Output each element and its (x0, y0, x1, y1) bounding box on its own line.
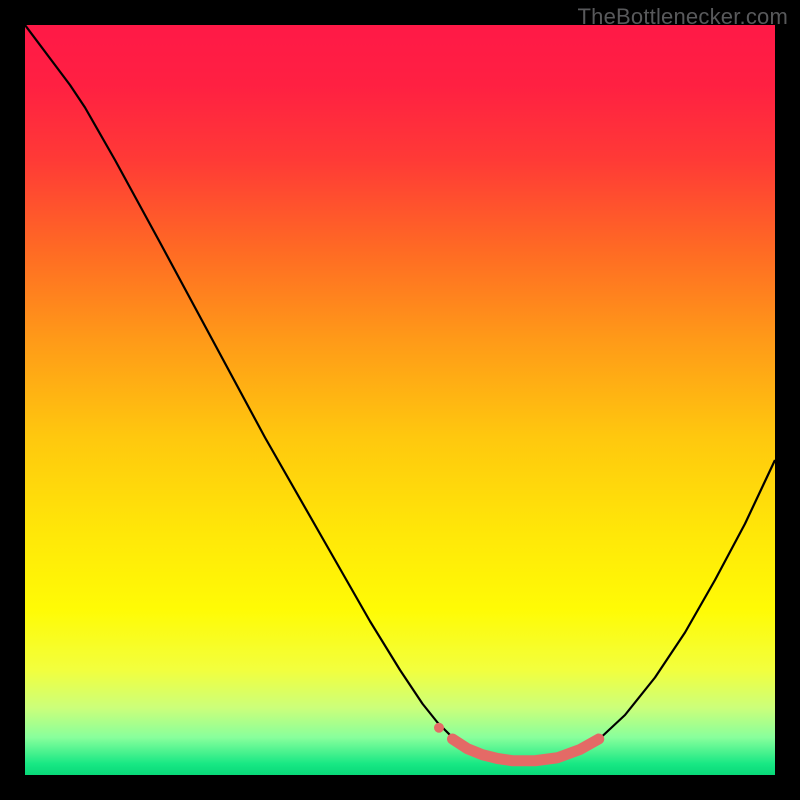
chart-frame: TheBottlenecker.com (0, 0, 800, 800)
gradient-background (25, 25, 775, 775)
chart-svg (25, 25, 775, 775)
attribution-label: TheBottlenecker.com (578, 4, 788, 30)
plot-area (25, 25, 775, 775)
marker-dot (434, 723, 444, 733)
